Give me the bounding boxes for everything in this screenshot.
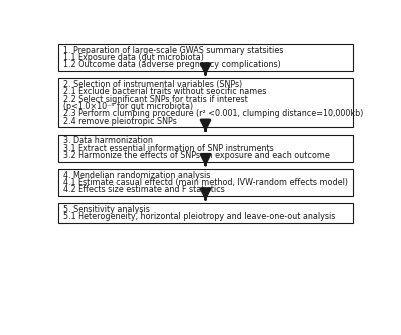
Text: 2. Selection of instrumental variables (SNPs): 2. Selection of instrumental variables (… (63, 80, 243, 89)
Text: 1. Preparation of large-scale GWAS summary statsities: 1. Preparation of large-scale GWAS summa… (63, 46, 284, 55)
Text: 3.2 Harmonize the effects of SNPs on exposure and each outcome: 3.2 Harmonize the effects of SNPs on exp… (63, 151, 330, 160)
Text: 4.1 Estimate casual effectd (main method, IVW-random effects model): 4.1 Estimate casual effectd (main method… (63, 178, 348, 187)
Text: 4.2 Effects size estimate and F statistics: 4.2 Effects size estimate and F statisti… (63, 186, 225, 194)
FancyBboxPatch shape (58, 203, 353, 223)
Text: 3.1 Extract essential information of SNP instruments: 3.1 Extract essential information of SNP… (63, 144, 274, 153)
FancyBboxPatch shape (58, 169, 353, 196)
Text: (p<1.0×10⁻⁵ for gut microbiota): (p<1.0×10⁻⁵ for gut microbiota) (63, 102, 194, 111)
Text: 2.2 Select significant SNPs for tratis if interest: 2.2 Select significant SNPs for tratis i… (63, 95, 248, 104)
Text: 2.4 remove pleiotropic SNPs: 2.4 remove pleiotropic SNPs (63, 117, 177, 126)
Text: 4. Mendelian randomization analysis: 4. Mendelian randomization analysis (63, 171, 211, 180)
FancyBboxPatch shape (58, 135, 353, 162)
Text: 2.1 Exclude bacterial traits without seocific names: 2.1 Exclude bacterial traits without seo… (63, 87, 267, 96)
FancyBboxPatch shape (58, 78, 353, 128)
Text: 3. Data harmonization: 3. Data harmonization (63, 136, 153, 145)
Text: 5. Sensitivity analysis: 5. Sensitivity analysis (63, 205, 150, 214)
Text: 5.1 Heterogeneity, horizontal pleiotropy and leave-one-out analysis: 5.1 Heterogeneity, horizontal pleiotropy… (63, 212, 336, 221)
Text: 1.1 Exposure data (gut microbiota): 1.1 Exposure data (gut microbiota) (63, 53, 205, 62)
Text: 2.3 Perform clumping procedure (r² <0.001, clumping distance=10,000kb): 2.3 Perform clumping procedure (r² <0.00… (63, 110, 364, 119)
Text: 1.2 Outcome data (adverse pregnancy complications): 1.2 Outcome data (adverse pregnancy comp… (63, 60, 281, 69)
FancyBboxPatch shape (58, 44, 353, 71)
